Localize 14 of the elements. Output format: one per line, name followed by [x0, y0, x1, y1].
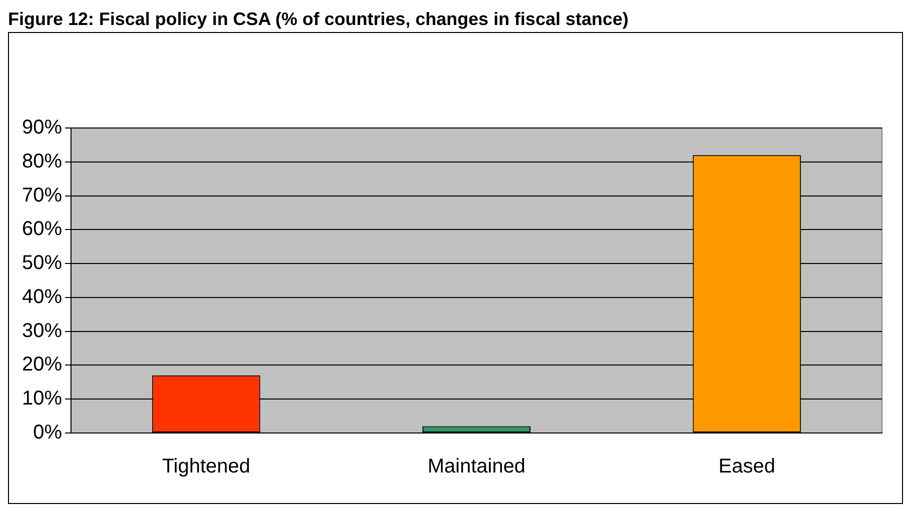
y-tick-label: 50%	[22, 252, 62, 274]
y-tick-label: 70%	[22, 184, 62, 206]
y-tick-label: 40%	[22, 286, 62, 308]
x-tick-label: Eased	[718, 456, 776, 478]
x-tick-label: Tightened	[162, 456, 250, 478]
chart-title: Figure 12: Fiscal policy in CSA (% of countries, changes in fiscal stance)	[8, 8, 630, 30]
x-tick-label: Maintained	[428, 456, 526, 478]
y-tick-label: 30%	[22, 320, 62, 342]
y-tick-label: 0%	[33, 422, 62, 444]
y-tick-label: 10%	[22, 388, 62, 410]
y-tick-label: 20%	[22, 354, 62, 376]
y-tick-label: 90%	[22, 116, 62, 139]
y-tick-label: 80%	[22, 150, 62, 172]
y-tick-label: 60%	[22, 218, 62, 240]
